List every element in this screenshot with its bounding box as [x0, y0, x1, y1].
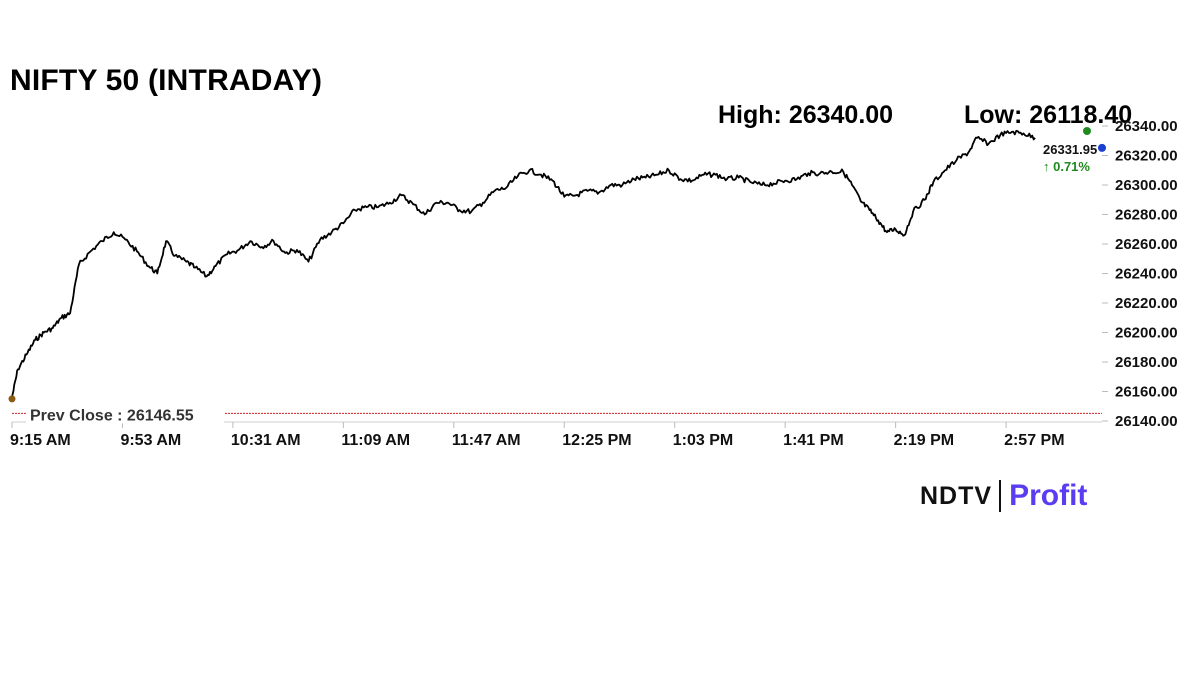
- x-tick-label: 12:25 PM: [562, 432, 631, 449]
- prev-close-label-bg: [26, 404, 224, 424]
- x-tick-label: 11:47 AM: [452, 432, 521, 449]
- x-axis: 9:15 AM 9:53 AM 10:31 AM 11:09 AM 11:47 AM 12…: [10, 421, 1102, 449]
- y-tick-label: 26160.00: [1115, 384, 1178, 401]
- y-tick-label: 26140.00: [1115, 413, 1178, 430]
- last-value-label: 26331.95: [1043, 142, 1097, 157]
- y-tick-label: 26220.00: [1115, 295, 1178, 312]
- x-tick-label: 1:03 PM: [673, 432, 733, 449]
- low-label: Low: 26118.40: [964, 101, 1133, 129]
- last-change-label: ↑ 0.71%: [1043, 159, 1090, 174]
- chart-title: NIFTY 50 (INTRADAY): [10, 64, 323, 97]
- high-marker: [1083, 127, 1091, 135]
- y-tick-label: 26320.00: [1115, 148, 1178, 165]
- x-tick-label: 2:19 PM: [894, 432, 954, 449]
- ndtv-profit-logo: NDTV Profit: [920, 478, 1087, 514]
- logo-profit-text: Profit: [1009, 479, 1088, 512]
- x-tick-label: 2:57 PM: [1004, 432, 1064, 449]
- y-tick-label: 26240.00: [1115, 266, 1178, 283]
- y-tick-label: 26340.00: [1115, 118, 1178, 135]
- y-tick-label: 26260.00: [1115, 236, 1178, 253]
- y-tick-label: 26300.00: [1115, 177, 1178, 194]
- high-label: High: 26340.00: [718, 101, 894, 129]
- x-tick-label: 10:31 AM: [231, 432, 301, 449]
- last-price-marker: [1098, 143, 1106, 152]
- x-tick-label: 1:41 PM: [783, 432, 843, 449]
- y-tick-label: 26200.00: [1115, 325, 1178, 342]
- logo-divider: [999, 480, 1002, 512]
- x-tick-label: 11:09 AM: [341, 432, 410, 449]
- prev-close-label: Prev Close : 26146.55: [30, 407, 194, 424]
- y-tick-label: 26180.00: [1115, 354, 1178, 371]
- x-tick-label: 9:15 AM: [10, 432, 71, 449]
- x-tick-label: 9:53 AM: [120, 432, 181, 449]
- logo-ndtv-text: NDTV: [920, 481, 993, 510]
- open-marker: [8, 395, 16, 403]
- price-series-line: [11, 129, 1036, 398]
- y-axis: 26140.00 26160.00 26180.00 26200.00 26220.00…: [1102, 118, 1178, 430]
- y-tick-label: 26280.00: [1115, 207, 1178, 224]
